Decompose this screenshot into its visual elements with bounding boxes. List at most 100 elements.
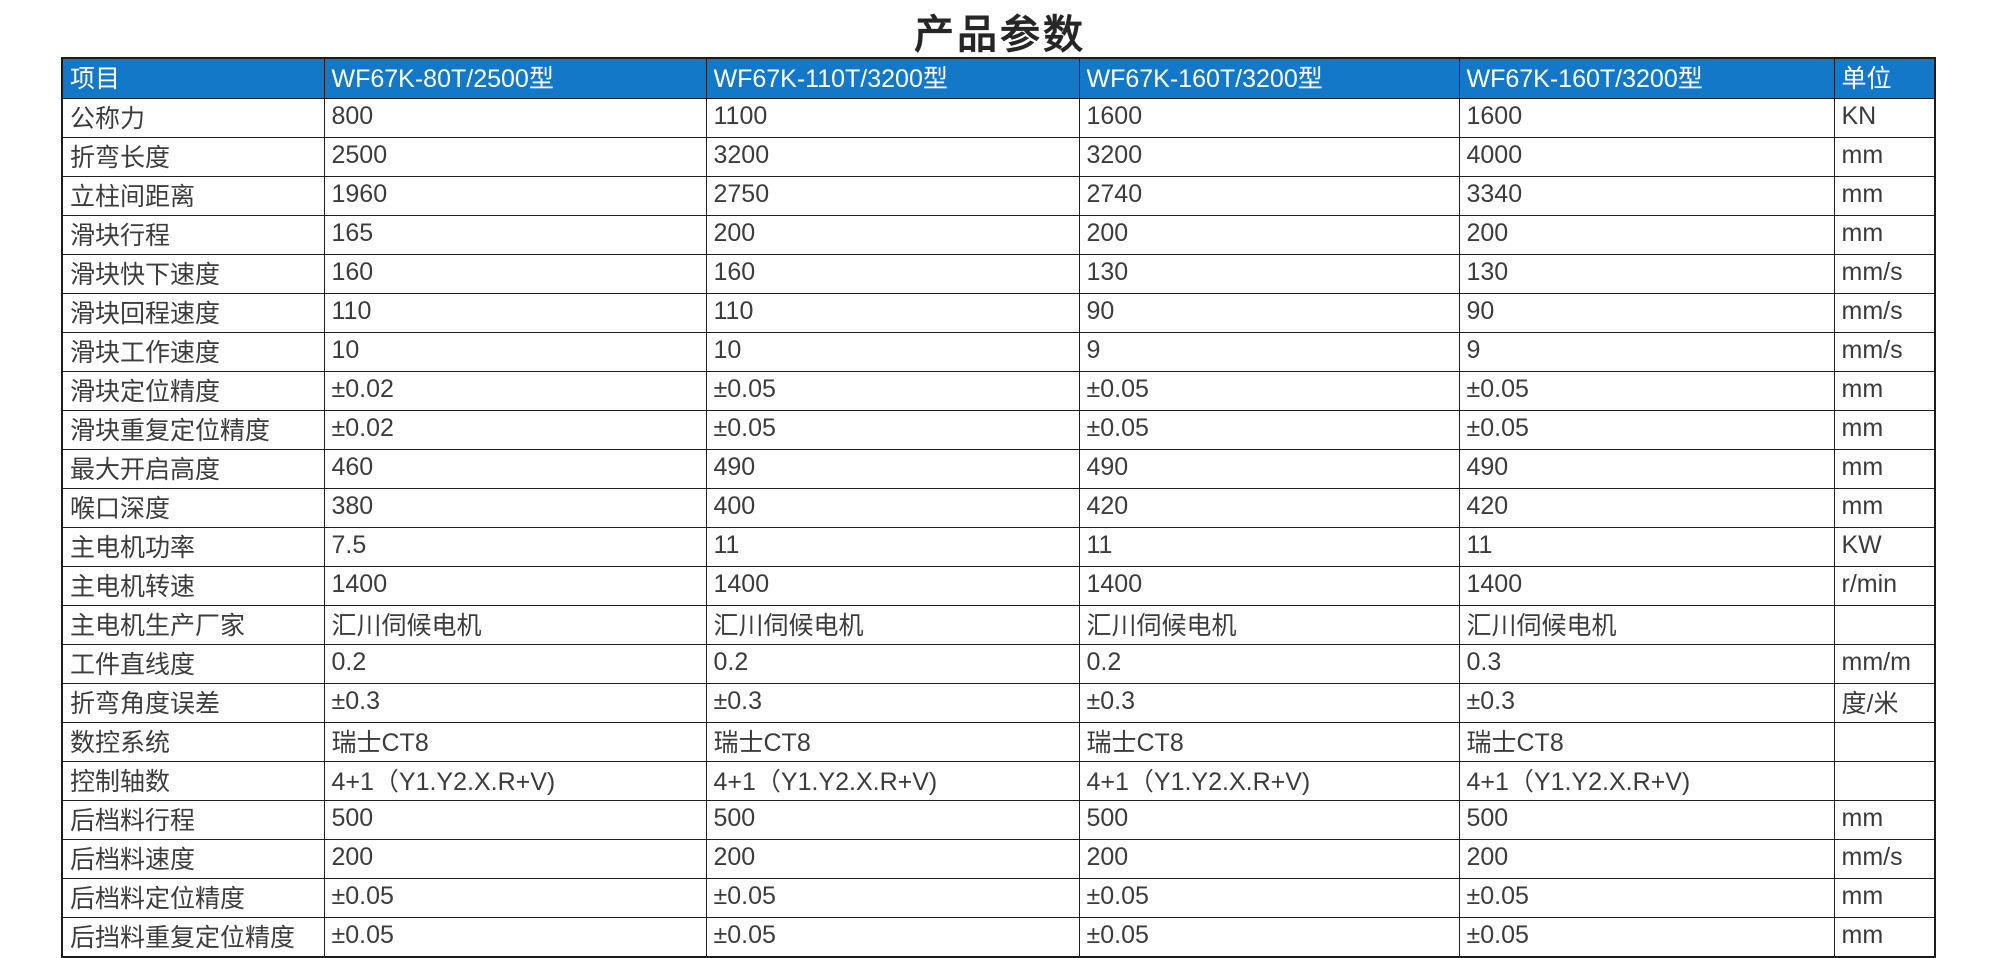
- cell-value: 3200: [705, 136, 1080, 177]
- cell-value: 1400: [1458, 565, 1835, 606]
- unit-cell: mm/s: [1833, 253, 1936, 294]
- cell-value: 汇川伺候电机: [1078, 604, 1460, 645]
- table-row: 立柱间距离 1960 2750 2740 3340 mm: [61, 175, 1936, 216]
- column-header: 单位: [1833, 57, 1936, 99]
- unit-cell: KW: [1833, 526, 1936, 567]
- unit-cell: mm: [1833, 877, 1936, 918]
- table-row: 主电机生产厂家 汇川伺候电机 汇川伺候电机 汇川伺候电机 汇川伺候电机: [61, 604, 1936, 645]
- cell-value: 11: [1458, 526, 1835, 567]
- row-label: 滑块工作速度: [61, 331, 325, 372]
- unit-cell: mm: [1833, 448, 1936, 489]
- table-row: 滑块回程速度 110 110 90 90 mm/s: [61, 292, 1936, 333]
- cell-value: 200: [1458, 214, 1835, 255]
- cell-value: 1100: [705, 97, 1080, 138]
- row-label: 滑块快下速度: [61, 253, 325, 294]
- cell-value: 500: [323, 799, 707, 840]
- unit-cell: r/min: [1833, 565, 1936, 606]
- table-header-row: 项目 WF67K-80T/2500型 WF67K-110T/3200型 WF67K-1…: [61, 57, 1936, 99]
- cell-value: 4+1（Y1.Y2.X.R+V): [1078, 760, 1460, 801]
- cell-value: ±0.3: [1458, 682, 1835, 723]
- column-header: WF67K-160T/3200型: [1078, 57, 1460, 99]
- unit-cell: mm: [1833, 214, 1936, 255]
- cell-value: 490: [1078, 448, 1460, 489]
- cell-value: 4000: [1458, 136, 1835, 177]
- cell-value: 瑞士CT8: [705, 721, 1080, 762]
- cell-value: 165: [323, 214, 707, 255]
- row-label: 后档料速度: [61, 838, 325, 879]
- unit-cell: KN: [1833, 97, 1936, 138]
- cell-value: ±0.05: [705, 370, 1080, 411]
- cell-value: 瑞士CT8: [1458, 721, 1835, 762]
- cell-value: 2750: [705, 175, 1080, 216]
- cell-value: 500: [705, 799, 1080, 840]
- table-row: 折弯角度误差 ±0.3 ±0.3 ±0.3 ±0.3 度/米: [61, 682, 1936, 723]
- table-row: 滑块定位精度 ±0.02 ±0.05 ±0.05 ±0.05 mm: [61, 370, 1936, 411]
- cell-value: 130: [1458, 253, 1835, 294]
- cell-value: 1600: [1458, 97, 1835, 138]
- cell-value: ±0.3: [1078, 682, 1460, 723]
- table-row: 最大开启高度 460 490 490 490 mm: [61, 448, 1936, 489]
- cell-value: ±0.05: [1078, 877, 1460, 918]
- column-header: 项目: [61, 57, 325, 99]
- table-row: 滑块快下速度 160 160 130 130 mm/s: [61, 253, 1936, 294]
- cell-value: 汇川伺候电机: [1458, 604, 1835, 645]
- cell-value: 500: [1458, 799, 1835, 840]
- cell-value: 0.2: [705, 643, 1080, 684]
- cell-value: ±0.05: [705, 916, 1080, 957]
- unit-cell: mm: [1833, 175, 1936, 216]
- table-row: 后挡料重复定位精度 ±0.05 ±0.05 ±0.05 ±0.05 mm: [61, 916, 1936, 957]
- column-header: WF67K-110T/3200型: [705, 57, 1080, 99]
- unit-cell: [1833, 760, 1936, 801]
- unit-cell: [1833, 721, 1936, 762]
- row-label: 滑块定位精度: [61, 370, 325, 411]
- row-label: 滑块重复定位精度: [61, 409, 325, 450]
- table-row: 滑块工作速度 10 10 9 9 mm/s: [61, 331, 1936, 372]
- unit-cell: mm: [1833, 370, 1936, 411]
- unit-cell: mm/m: [1833, 643, 1936, 684]
- table-row: 工件直线度 0.2 0.2 0.2 0.3 mm/m: [61, 643, 1936, 684]
- cell-value: ±0.05: [705, 409, 1080, 450]
- cell-value: 2500: [323, 136, 707, 177]
- row-label: 滑块回程速度: [61, 292, 325, 333]
- unit-cell: mm: [1833, 409, 1936, 450]
- cell-value: 1400: [705, 565, 1080, 606]
- cell-value: 3200: [1078, 136, 1460, 177]
- cell-value: 汇川伺候电机: [705, 604, 1080, 645]
- row-label: 滑块行程: [61, 214, 325, 255]
- cell-value: ±0.05: [1458, 916, 1835, 957]
- column-header: WF67K-80T/2500型: [323, 57, 707, 99]
- cell-value: ±0.3: [705, 682, 1080, 723]
- unit-cell: mm: [1833, 136, 1936, 177]
- cell-value: 200: [323, 838, 707, 879]
- cell-value: 11: [1078, 526, 1460, 567]
- cell-value: 2740: [1078, 175, 1460, 216]
- cell-value: 380: [323, 487, 707, 528]
- unit-cell: mm: [1833, 487, 1936, 528]
- table-row: 控制轴数 4+1（Y1.Y2.X.R+V) 4+1（Y1.Y2.X.R+V) 4+1（…: [61, 760, 1936, 801]
- row-label: 最大开启高度: [61, 448, 325, 489]
- cell-value: 90: [1078, 292, 1460, 333]
- unit-cell: mm/s: [1833, 838, 1936, 879]
- column-header: WF67K-160T/3200型: [1458, 57, 1835, 99]
- cell-value: ±0.05: [323, 877, 707, 918]
- cell-value: 200: [705, 214, 1080, 255]
- cell-value: ±0.05: [1078, 370, 1460, 411]
- row-label: 控制轴数: [61, 760, 325, 801]
- cell-value: ±0.3: [323, 682, 707, 723]
- unit-cell: [1833, 604, 1936, 645]
- page-title: 产品参数: [914, 13, 1086, 57]
- cell-value: 200: [1458, 838, 1835, 879]
- cell-value: 160: [705, 253, 1080, 294]
- row-label: 主电机功率: [61, 526, 325, 567]
- row-label: 折弯角度误差: [61, 682, 325, 723]
- cell-value: ±0.05: [1458, 370, 1835, 411]
- cell-value: 瑞士CT8: [1078, 721, 1460, 762]
- row-label: 工件直线度: [61, 643, 325, 684]
- cell-value: ±0.02: [323, 409, 707, 450]
- table-row: 后档料行程 500 500 500 500 mm: [61, 799, 1936, 840]
- table-row: 滑块行程 165 200 200 200 mm: [61, 214, 1936, 255]
- cell-value: 1600: [1078, 97, 1460, 138]
- table-row: 滑块重复定位精度 ±0.02 ±0.05 ±0.05 ±0.05 mm: [61, 409, 1936, 450]
- cell-value: 420: [1078, 487, 1460, 528]
- cell-value: 10: [323, 331, 707, 372]
